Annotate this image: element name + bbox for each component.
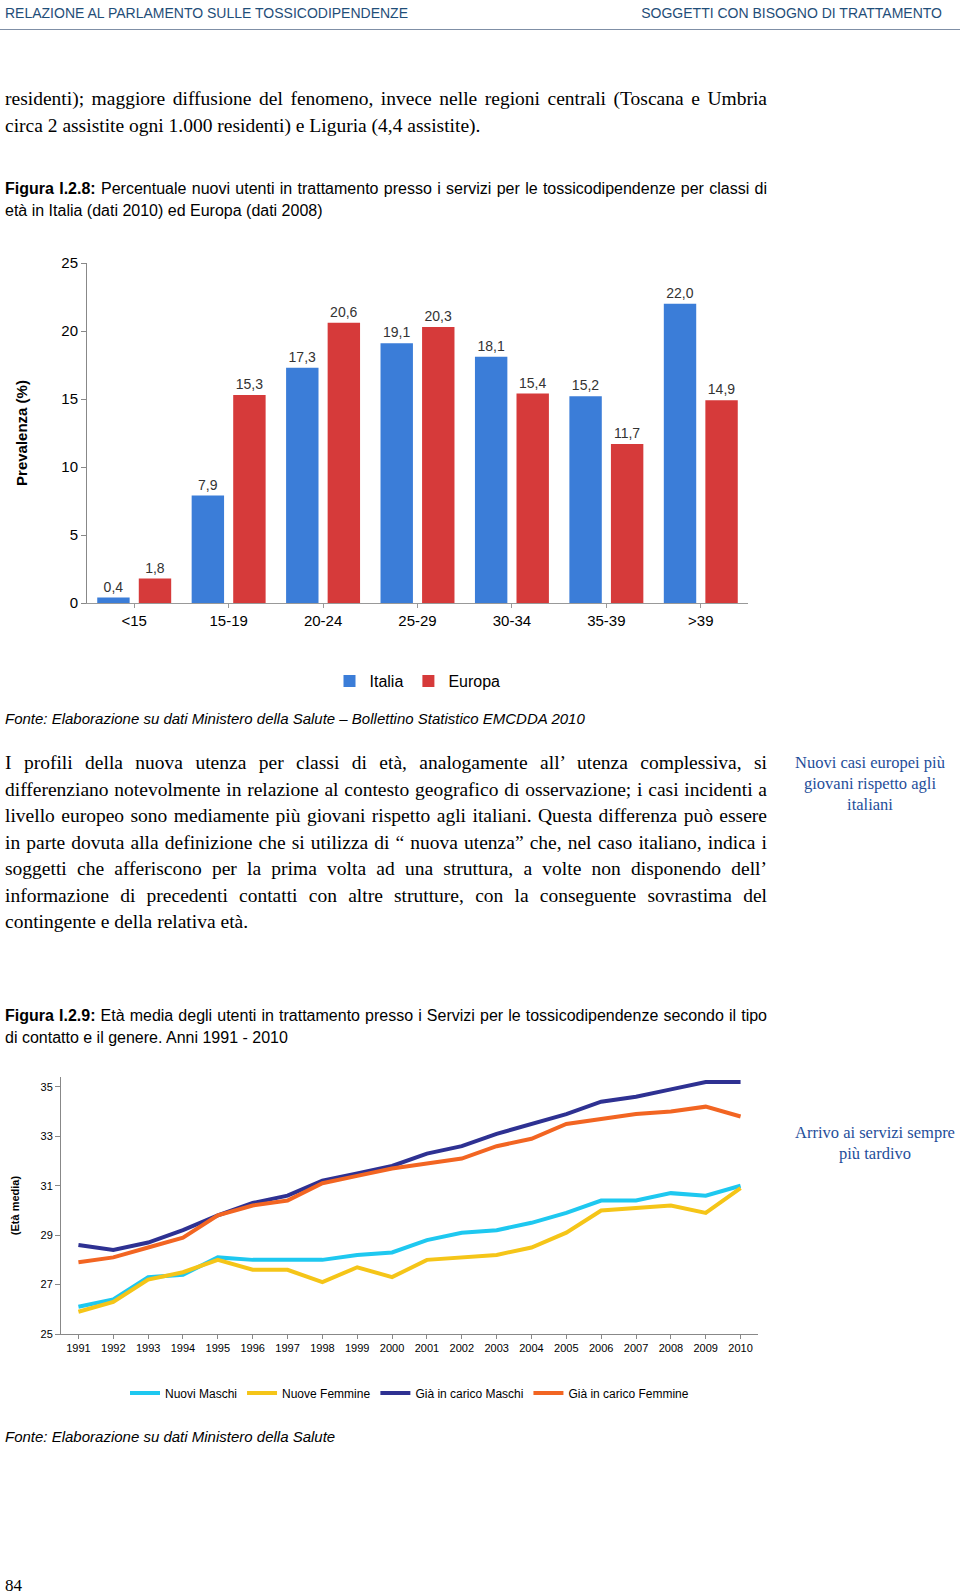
svg-text:35: 35	[41, 1081, 53, 1093]
svg-text:29: 29	[41, 1229, 53, 1241]
svg-text:25: 25	[61, 254, 78, 271]
svg-text:1993: 1993	[136, 1342, 160, 1354]
svg-text:19,1: 19,1	[383, 324, 410, 340]
svg-text:15,4: 15,4	[519, 375, 546, 391]
svg-text:1996: 1996	[240, 1342, 264, 1354]
svg-text:>39: >39	[688, 612, 713, 629]
svg-text:5: 5	[70, 526, 78, 543]
svg-text:20,3: 20,3	[425, 308, 452, 324]
svg-text:11,7: 11,7	[614, 425, 640, 441]
svg-text:20: 20	[61, 322, 78, 339]
svg-text:15,3: 15,3	[236, 376, 263, 392]
svg-text:33: 33	[41, 1130, 53, 1142]
svg-text:Italia: Italia	[370, 673, 404, 690]
svg-text:2000: 2000	[380, 1342, 404, 1354]
svg-text:1999: 1999	[345, 1342, 369, 1354]
html-text:Nuovi casi europei più giovani: Nuovi casi europei più giovani rispetto …	[795, 753, 945, 814]
html-text:Figura I.2.8: Percentuale nuov: Figura I.2.8: Percentuale nuovi utenti i…	[5, 180, 767, 219]
svg-text:2002: 2002	[450, 1342, 474, 1354]
svg-text:1994: 1994	[171, 1342, 195, 1354]
svg-text:31: 31	[41, 1180, 53, 1192]
svg-text:0,4: 0,4	[104, 579, 124, 595]
svg-text:2005: 2005	[554, 1342, 578, 1354]
svg-text:2003: 2003	[484, 1342, 508, 1354]
svg-text:20,6: 20,6	[330, 304, 357, 320]
svg-text:2008: 2008	[659, 1342, 683, 1354]
svg-text:(Età media): (Età media)	[9, 1176, 21, 1236]
svg-text:2001: 2001	[415, 1342, 439, 1354]
svg-text:Già in carico Maschi: Già in carico Maschi	[415, 1387, 523, 1401]
svg-text:<15: <15	[121, 612, 146, 629]
svg-text:20-24: 20-24	[304, 612, 342, 629]
svg-text:0: 0	[70, 594, 78, 611]
html-text:Figura I.2.9: Età media degli: Figura I.2.9: Età media degli utenti in …	[5, 1007, 767, 1046]
svg-text:15-19: 15-19	[209, 612, 247, 629]
html-text:Fonte: Elaborazione su dati Mi: Fonte: Elaborazione su dati Ministero de…	[5, 1428, 336, 1445]
html-text:I profili della nuova utenza p: I profili della nuova utenza per classi …	[5, 752, 767, 932]
svg-text:2004: 2004	[519, 1342, 543, 1354]
svg-text:22,0: 22,0	[666, 285, 693, 301]
svg-text:1992: 1992	[101, 1342, 125, 1354]
svg-text:27: 27	[41, 1278, 53, 1290]
svg-text:15: 15	[61, 390, 78, 407]
svg-text:Prevalenza (%): Prevalenza (%)	[13, 380, 30, 486]
svg-text:2009: 2009	[693, 1342, 717, 1354]
svg-text:25: 25	[41, 1328, 53, 1340]
svg-text:Già in carico Femmine: Già in carico Femmine	[568, 1387, 688, 1401]
svg-text:1997: 1997	[275, 1342, 299, 1354]
html-text:residenti); maggiore diffusion: residenti); maggiore diffusione del feno…	[5, 88, 767, 136]
svg-text:2007: 2007	[624, 1342, 648, 1354]
svg-text:7,9: 7,9	[198, 477, 218, 493]
svg-text:17,3: 17,3	[289, 349, 316, 365]
svg-text:25-29: 25-29	[398, 612, 436, 629]
svg-text:18,1: 18,1	[477, 338, 504, 354]
svg-text:Nuove Femmine: Nuove Femmine	[282, 1387, 370, 1401]
html-text:SOGGETTI CON BISOGNO DI TRATTA: SOGGETTI CON BISOGNO DI TRATTAMENTO	[641, 5, 942, 21]
svg-text:1,8: 1,8	[145, 560, 165, 576]
svg-text:1998: 1998	[310, 1342, 334, 1354]
svg-text:14,9: 14,9	[708, 381, 735, 397]
svg-text:35-39: 35-39	[587, 612, 625, 629]
html-text:Fonte: Elaborazione su dati Mi: Fonte: Elaborazione su dati Ministero de…	[5, 710, 585, 727]
svg-text:1995: 1995	[206, 1342, 230, 1354]
svg-text:1991: 1991	[66, 1342, 90, 1354]
svg-text:10: 10	[61, 458, 78, 475]
html-text:RELAZIONE AL PARLAMENTO SULLE: RELAZIONE AL PARLAMENTO SULLE TOSSICODIP…	[5, 5, 408, 21]
html-text:84: 84	[5, 1576, 22, 1595]
svg-text:15,2: 15,2	[572, 377, 599, 393]
svg-text:2006: 2006	[589, 1342, 613, 1354]
svg-text:2010: 2010	[728, 1342, 752, 1354]
svg-text:Europa: Europa	[448, 673, 500, 690]
svg-text:30-34: 30-34	[493, 612, 531, 629]
html-text:Arrivo ai servizi sempre più t: Arrivo ai servizi sempre più tardivo	[795, 1123, 955, 1163]
svg-text:Nuovi Maschi: Nuovi Maschi	[165, 1387, 237, 1401]
